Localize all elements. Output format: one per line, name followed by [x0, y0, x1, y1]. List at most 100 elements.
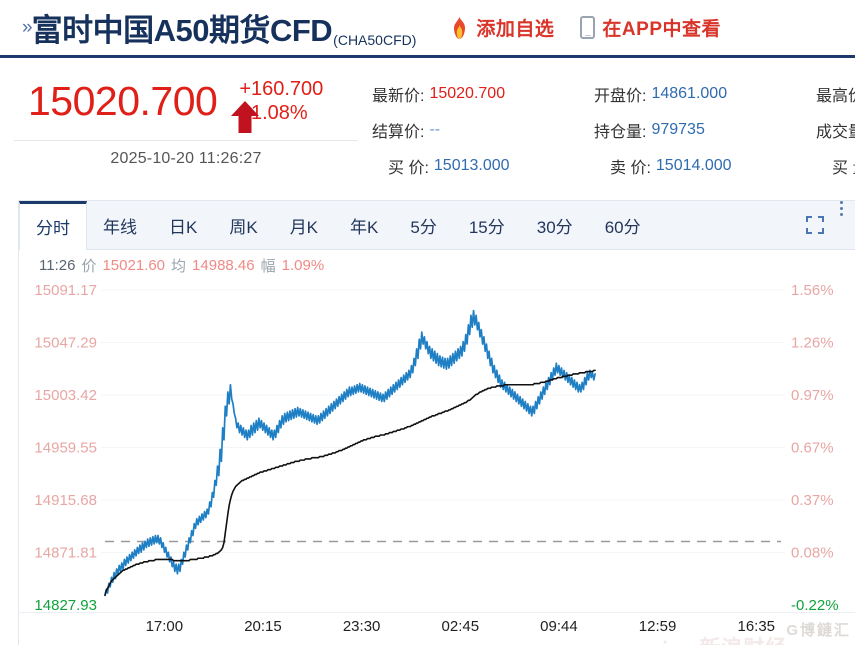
field-value: 15014.000 — [655, 157, 732, 174]
y-axis-right-tick: 0.37% — [791, 492, 834, 509]
page-title: 富时中国A50期货CFD — [31, 13, 333, 48]
info-price-value: 15021.60 — [102, 256, 166, 274]
view-in-app-button[interactable]: 在APP中查看 — [580, 14, 721, 41]
add-favorite-label: 添加自选 — [476, 19, 555, 40]
chevron-right-icon: » — [22, 17, 32, 38]
field-value: 15020.700 — [429, 85, 506, 102]
view-in-app-label: 在APP中查看 — [602, 19, 721, 40]
field-settlement-price: 结算价: -- — [372, 112, 594, 148]
tab-4[interactable]: 月K — [274, 201, 334, 249]
quote-fields: 最新价: 15020.700 结算价: -- 买 价: 15013.000 开盘… — [372, 70, 855, 184]
field-label: 最新价: — [372, 88, 425, 105]
field-label: 持仓量: — [594, 124, 647, 141]
series-line-average — [104, 369, 596, 597]
y-axis-right-tick: 1.26% — [791, 335, 834, 352]
info-avg-value: 14988.46 — [192, 256, 255, 274]
change-percent: +1.08% — [239, 102, 308, 124]
field-value: 14861.000 — [651, 85, 728, 102]
y-axis-right-tick: 1.56% — [791, 282, 834, 299]
timestamp-wrap: 2025-10-20 11:26:27 — [14, 140, 358, 168]
y-axis-left-tick: 14827.93 — [34, 597, 97, 613]
field-label: 卖 价: — [610, 160, 651, 177]
field-bid-volume: 买 量: — [816, 148, 855, 184]
x-axis-tick: 20:15 — [244, 618, 282, 635]
quote-panel: 15020.700 +160.700 +1.08% 2025-10-20 11:… — [0, 58, 855, 199]
y-axis-right-tick: -0.22% — [791, 597, 839, 613]
y-axis-right-tick: 0.08% — [791, 544, 834, 561]
field-label: 开盘价: — [594, 88, 647, 105]
tab-0[interactable]: 分时 — [19, 201, 87, 250]
field-label: 买 价: — [388, 160, 429, 177]
field-label: 结算价: — [372, 124, 425, 141]
info-time: 11:26 — [39, 256, 76, 274]
header-actions: 添加自选 在APP中查看 — [450, 14, 721, 41]
x-axis-tick: 17:00 — [145, 618, 184, 635]
info-price-key: 价 — [81, 257, 97, 275]
instrument-code: (CHA50CFD) — [333, 32, 417, 48]
x-axis-tick: 23:30 — [342, 618, 381, 635]
tab-label: 月K — [289, 217, 319, 237]
field-volume: 成交量: — [816, 112, 855, 148]
tab-7[interactable]: 15分 — [453, 201, 521, 249]
field-open-price: 开盘价: 14861.000 — [594, 76, 816, 112]
fullscreen-icon[interactable] — [796, 201, 834, 249]
last-price-value: 15020.700 — [28, 77, 218, 124]
tab-5[interactable]: 年K — [334, 201, 394, 249]
tab-label: 分时 — [36, 219, 70, 238]
field-label: 最高价: — [816, 88, 855, 105]
y-axis-left-tick: 14871.81 — [34, 544, 97, 561]
field-last-price: 最新价: 15020.700 — [372, 76, 594, 112]
tab-label: 5分 — [410, 217, 437, 237]
field-value: -- — [429, 121, 441, 138]
tab-8[interactable]: 30分 — [521, 201, 589, 249]
flame-icon — [450, 16, 469, 39]
tabs-spacer — [657, 201, 796, 249]
field-label: 买 量: — [832, 160, 855, 177]
info-avg-key: 均 — [171, 257, 187, 275]
more-vertical-icon[interactable] — [834, 201, 855, 249]
page-header: » 富时中国A50期货CFD (CHA50CFD) 添加自选 在APP中查看 — [0, 0, 855, 58]
tab-label: 年K — [350, 217, 379, 237]
tab-label: 15分 — [468, 217, 505, 237]
tab-6[interactable]: 5分 — [394, 201, 452, 249]
x-axis-tick: 02:45 — [441, 618, 480, 635]
tab-label: 年线 — [103, 217, 137, 237]
field-value: 15013.000 — [433, 157, 510, 174]
info-range-value: 1.09% — [281, 256, 325, 274]
chart-plot-area[interactable]: 15091.17 1.56% 15047.29 1.26% 15003.42 0.97% 1… — [19, 280, 855, 645]
tab-1[interactable]: 年线 — [87, 201, 153, 249]
info-range-key: 幅 — [260, 257, 276, 275]
tab-label: 日K — [169, 217, 198, 237]
x-axis-tick: 12:59 — [638, 618, 677, 635]
field-bid-price: 买 价: 15013.000 — [372, 148, 594, 184]
price-row: 15020.700 +160.700 +1.08% — [14, 70, 372, 133]
tab-3[interactable]: 周K — [213, 201, 273, 249]
field-label: 成交量: — [816, 124, 855, 141]
chart-card: 分时 年线 日K 周K 月K 年K 5分 15分 30分 60分 11:26 价 15021.60… — [18, 200, 855, 645]
field-value: 979735 — [651, 121, 705, 138]
field-open-interest: 持仓量: 979735 — [594, 112, 816, 148]
timeshare-chart: 15091.17 1.56% 15047.29 1.26% 15003.42 0.97% 1… — [34, 282, 839, 613]
field-high-price: 最高价: — [816, 76, 855, 112]
change-group: +160.700 +1.08% — [239, 79, 323, 123]
x-axis-tick: 16:35 — [737, 618, 776, 635]
y-axis-left-tick: 14915.68 — [34, 492, 97, 509]
y-axis-left-tick: 15003.42 — [34, 387, 97, 404]
quote-primary: 15020.700 +160.700 +1.08% 2025-10-20 11:… — [0, 70, 372, 168]
quote-timestamp: 2025-10-20 11:26:27 — [110, 150, 262, 167]
tab-label: 周K — [229, 217, 258, 237]
series-line-price — [104, 309, 596, 597]
quote-column-1: 最新价: 15020.700 结算价: -- 买 价: 15013.000 — [372, 76, 594, 184]
tab-2[interactable]: 日K — [153, 201, 213, 249]
y-axis-left-tick: 14959.55 — [34, 440, 97, 457]
y-axis-left-tick: 15091.17 — [34, 282, 97, 299]
change-absolute: +160.700 — [239, 78, 324, 100]
quote-column-2: 开盘价: 14861.000 持仓量: 979735 卖 价: 15014.00… — [594, 76, 816, 184]
tab-9[interactable]: 60分 — [589, 201, 657, 249]
y-axis-right-tick: 0.97% — [791, 387, 834, 404]
chart-info-line: 11:26 价 15021.60 均 14988.46 幅 1.09% — [19, 250, 855, 280]
add-favorite-button[interactable]: 添加自选 — [450, 14, 554, 41]
tab-label: 30分 — [536, 217, 573, 237]
chart-x-axis: 17:00 20:15 23:30 02:45 09:44 12:59 16:35 — [19, 612, 855, 643]
